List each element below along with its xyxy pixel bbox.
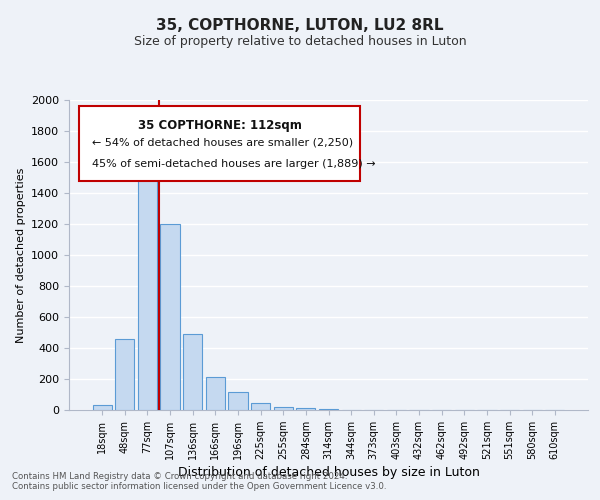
Text: 35, COPTHORNE, LUTON, LU2 8RL: 35, COPTHORNE, LUTON, LU2 8RL [156, 18, 444, 32]
FancyBboxPatch shape [79, 106, 359, 180]
Bar [115, 340, 134, 410]
Bar [206, 378, 225, 410]
Text: ← 54% of detached houses are smaller (2,250): ← 54% of detached houses are smaller (2,… [92, 137, 353, 147]
Text: Contains HM Land Registry data © Crown copyright and database right 2024.: Contains HM Land Registry data © Crown c… [12, 472, 347, 481]
Bar [229, 392, 248, 410]
Text: 35 COPTHORNE: 112sqm: 35 COPTHORNE: 112sqm [137, 118, 301, 132]
Bar [138, 162, 157, 410]
Y-axis label: Number of detached properties: Number of detached properties [16, 168, 26, 342]
Bar [251, 403, 270, 410]
Bar [319, 409, 338, 410]
Text: Size of property relative to detached houses in Luton: Size of property relative to detached ho… [134, 35, 466, 48]
Bar [183, 334, 202, 410]
Text: Contains public sector information licensed under the Open Government Licence v3: Contains public sector information licen… [12, 482, 386, 491]
Text: 45% of semi-detached houses are larger (1,889) →: 45% of semi-detached houses are larger (… [92, 159, 376, 169]
Bar [92, 404, 112, 410]
Bar [296, 408, 316, 410]
Bar [274, 407, 293, 410]
X-axis label: Distribution of detached houses by size in Luton: Distribution of detached houses by size … [178, 466, 479, 479]
Bar [160, 224, 180, 410]
